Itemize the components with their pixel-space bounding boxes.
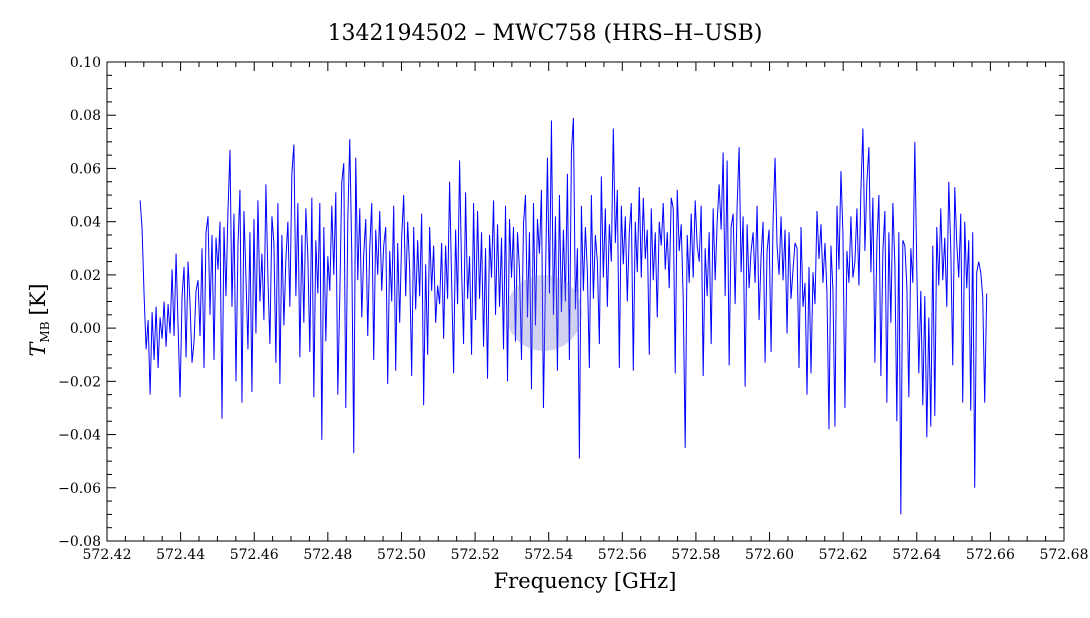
axis-ticks	[106, 61, 1065, 542]
x-tick-label: 572.68	[1040, 547, 1089, 563]
y-tick-label: 0.00	[70, 321, 101, 337]
spectrum-series-line	[139, 117, 988, 515]
x-tick-label: 572.62	[819, 547, 868, 563]
y-tick-label: 0.04	[70, 215, 101, 231]
x-tick-label: 572.44	[156, 547, 205, 563]
y-tick-label: −0.08	[58, 534, 101, 550]
x-tick-labels: 572.42 572.44 572.46 572.48 572.50 572.52 572.…	[83, 547, 1089, 563]
x-tick-label: 572.58	[671, 547, 720, 563]
x-tick-label: 572.50	[377, 547, 426, 563]
y-tick-label: −0.02	[58, 374, 101, 390]
y-axis-title-sub: MB	[38, 321, 52, 342]
y-tick-label: 0.02	[70, 268, 101, 284]
y-axis-title: TMB [K]	[26, 283, 52, 356]
x-tick-label: 572.60	[745, 547, 794, 563]
x-tick-label: 572.56	[598, 547, 647, 563]
x-tick-label: 572.66	[966, 547, 1015, 563]
y-tick-label: −0.04	[58, 428, 101, 444]
chart-title: 1342194502 – MWC758 (HRS–H–USB)	[328, 21, 763, 46]
x-tick-label: 572.46	[230, 547, 279, 563]
x-tick-label: 572.52	[451, 547, 500, 563]
y-tick-label: 0.10	[70, 55, 101, 71]
y-tick-labels: −0.08 −0.06 −0.04 −0.02 0.00 0.02 0.04 0.06 0.08…	[58, 55, 101, 550]
svg-text:TMB[K]: TMB [K]	[26, 283, 52, 356]
y-tick-label: 0.06	[70, 161, 101, 177]
y-tick-label: 0.08	[70, 108, 101, 124]
x-tick-label: 572.42	[83, 547, 132, 563]
y-axis-title-main: T	[26, 341, 50, 357]
y-tick-label: −0.06	[58, 481, 101, 497]
x-tick-label: 572.54	[524, 547, 573, 563]
x-tick-label: 572.64	[892, 547, 941, 563]
x-axis-title: Frequency [GHz]	[494, 569, 677, 593]
y-axis-title-unit: [K]	[26, 283, 50, 315]
watermark-circle	[506, 275, 582, 351]
x-tick-label: 572.48	[303, 547, 352, 563]
